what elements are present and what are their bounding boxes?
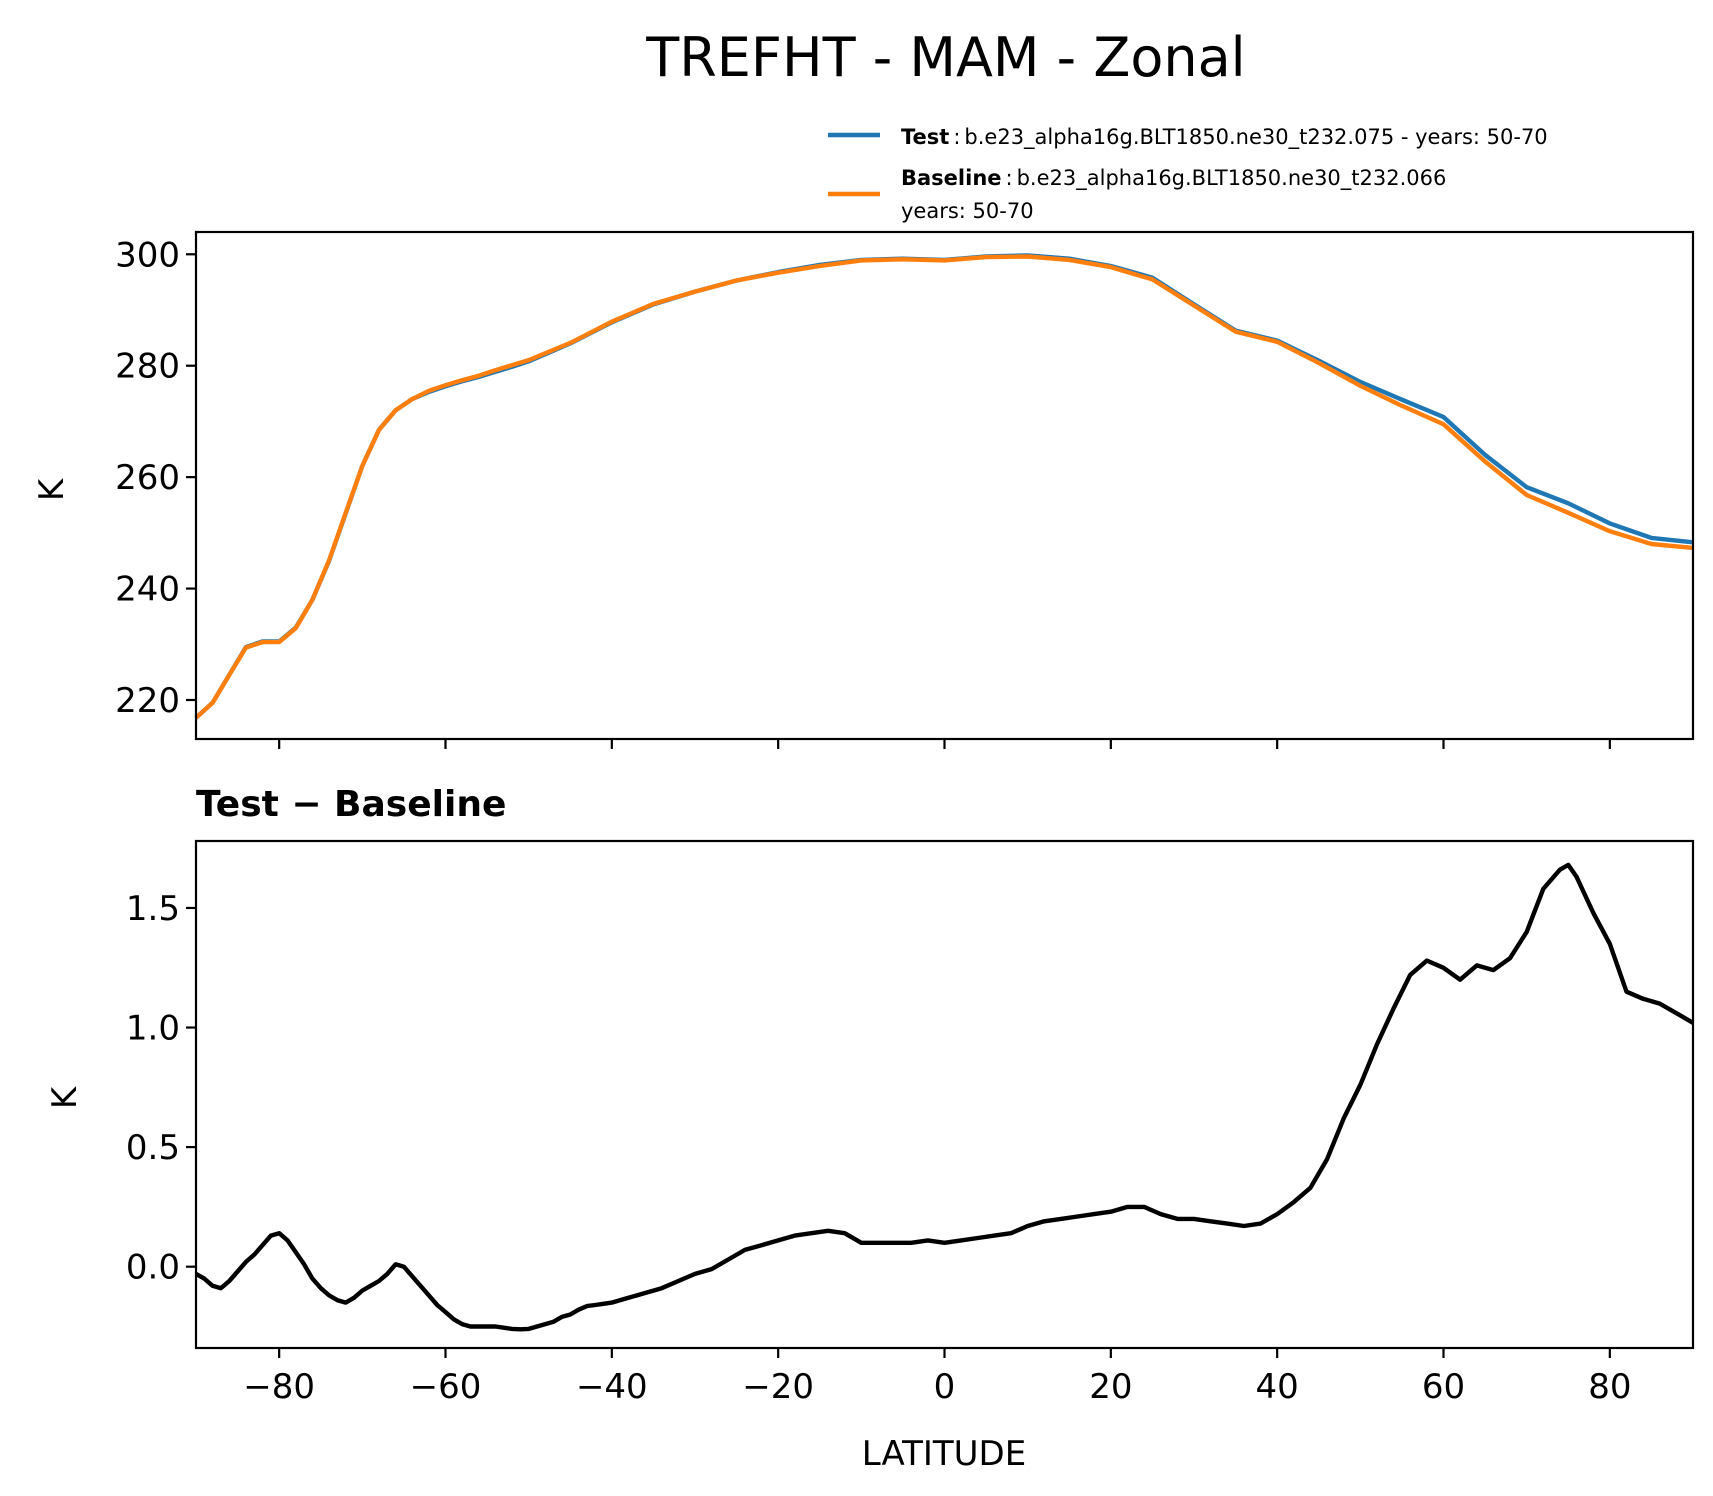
bottom-x-tick-label: −60 [410,1367,482,1407]
top-series-line-test [194,253,1694,720]
bottom-x-tick-label: −40 [576,1367,648,1407]
top-y-tick-label: 240 [115,570,180,610]
bottom-x-tick-label: −80 [243,1367,315,1407]
legend-text-test: b.e23_alpha16g.BLT1850.ne30_t232.075 - y… [964,125,1547,150]
bottom-series-line-test-baseline [194,862,1695,1332]
legend-sep-test: : [953,125,960,149]
top-y-tick-label: 300 [115,235,180,275]
bottom-x-ticks: −80 −60 −40 −20 0 20 40 60 80 [243,1348,1631,1407]
top-y-tick-label: 280 [115,347,180,387]
legend-entry-test: Test: b.e23_alpha16g.BLT1850.ne30_t232.07… [901,125,1548,150]
bottom-y-ticks: 0.0 0.5 1.0 1.5 [126,889,196,1288]
bottom-y-tick-label: 1.0 [126,1009,180,1049]
bottom-panel: Test − Baseline 0.0 0.5 1.0 1.5 −80 −60 −40 −2… [45,784,1695,1474]
legend: Test: b.e23_alpha16g.BLT1850.ne30_t232.07… [828,125,1548,223]
chart-title: TREFHT - MAM - Zonal [645,26,1245,89]
bottom-series-lines [194,862,1695,1332]
x-axis-label: LATITUDE [862,1434,1026,1474]
top-plot-frame [194,230,1695,741]
top-panel: 220 240 260 280 300 K [32,230,1695,749]
difference-subtitle: Test − Baseline [196,784,506,825]
legend-name-test: Test [901,125,949,149]
bottom-y-tick-label: 0.5 [126,1128,180,1168]
legend-text-baseline: b.e23_alpha16g.BLT1850.ne30_t232.066 [1017,166,1447,191]
bottom-y-axis-label: K [45,1085,85,1109]
bottom-x-tick-label: 60 [1422,1367,1465,1407]
top-y-axis-label: K [32,477,72,501]
legend-name-baseline: Baseline [901,166,1002,190]
legend-sep-baseline: : [1006,166,1013,190]
legend-entry-baseline: Baseline: b.e23_alpha16g.BLT1850.ne30_t23… [901,166,1446,191]
bottom-y-tick-label: 1.5 [126,889,180,929]
top-series-line-baseline [194,254,1694,720]
top-y-ticks: 220 240 260 280 300 [115,235,196,721]
bottom-plot-frame [194,839,1695,1350]
bottom-x-tick-label: 40 [1256,1367,1299,1407]
bottom-x-tick-label: 0 [934,1367,956,1407]
bottom-x-tick-label: 80 [1588,1367,1631,1407]
bottom-y-tick-label: 0.0 [126,1248,180,1288]
top-x-ticks [278,739,1611,749]
bottom-x-tick-label: −20 [742,1367,814,1407]
top-series-lines [194,253,1694,720]
bottom-x-tick-label: 20 [1089,1367,1132,1407]
legend-text-baseline-years: years: 50-70 [901,199,1034,223]
top-y-tick-label: 220 [115,681,180,721]
top-y-tick-label: 260 [115,458,180,498]
